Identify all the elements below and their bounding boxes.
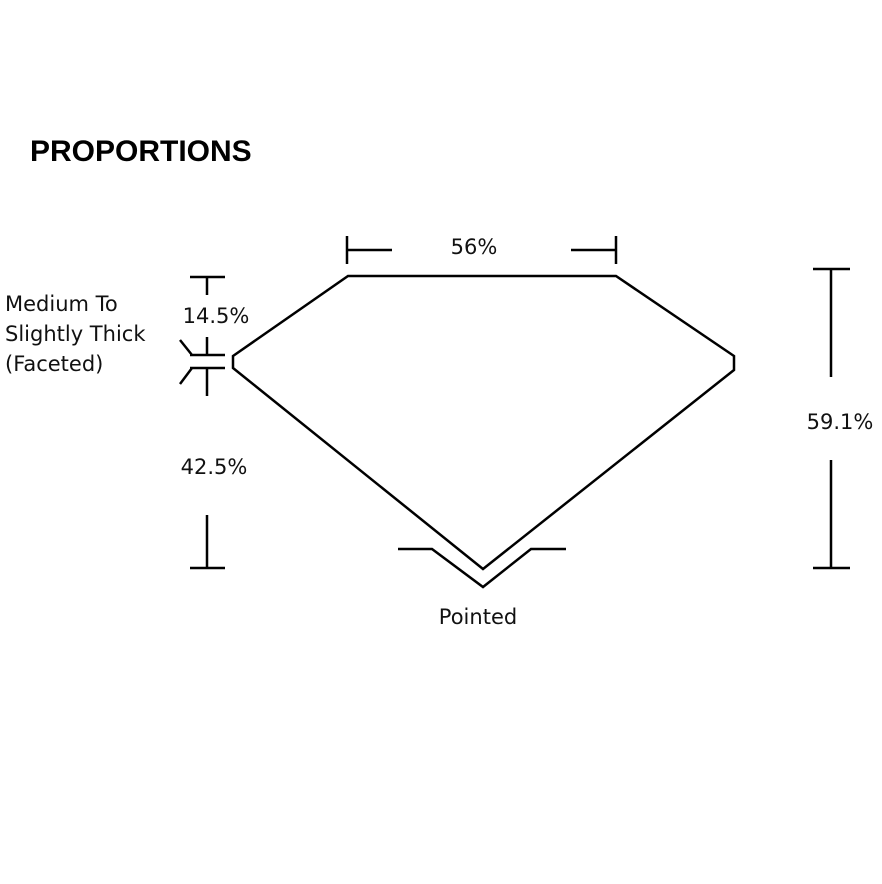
culet-indicator: Pointed (398, 547, 566, 629)
girdle-label-line2: Slightly Thick (5, 322, 146, 346)
girdle-label-line3: (Faceted) (5, 352, 103, 376)
depth-percent-label: 59.1% (807, 410, 874, 434)
culet-label: Pointed (439, 605, 517, 629)
crown-percent-label: 14.5% (183, 304, 250, 328)
crown-dimension: 14.5% (179, 275, 250, 357)
pavilion-dimension: 42.5% (179, 366, 248, 570)
table-dimension: 56% (345, 235, 618, 264)
total-depth-dimension: 59.1% (807, 267, 874, 570)
diagram-title: PROPORTIONS (30, 135, 252, 168)
girdle-label: Medium To Slightly Thick (Faceted) (5, 292, 146, 376)
pavilion-percent-label: 42.5% (181, 455, 248, 479)
table-percent-label: 56% (451, 235, 498, 259)
diamond-outline (231, 274, 736, 571)
girdle-label-line1: Medium To (5, 292, 118, 316)
